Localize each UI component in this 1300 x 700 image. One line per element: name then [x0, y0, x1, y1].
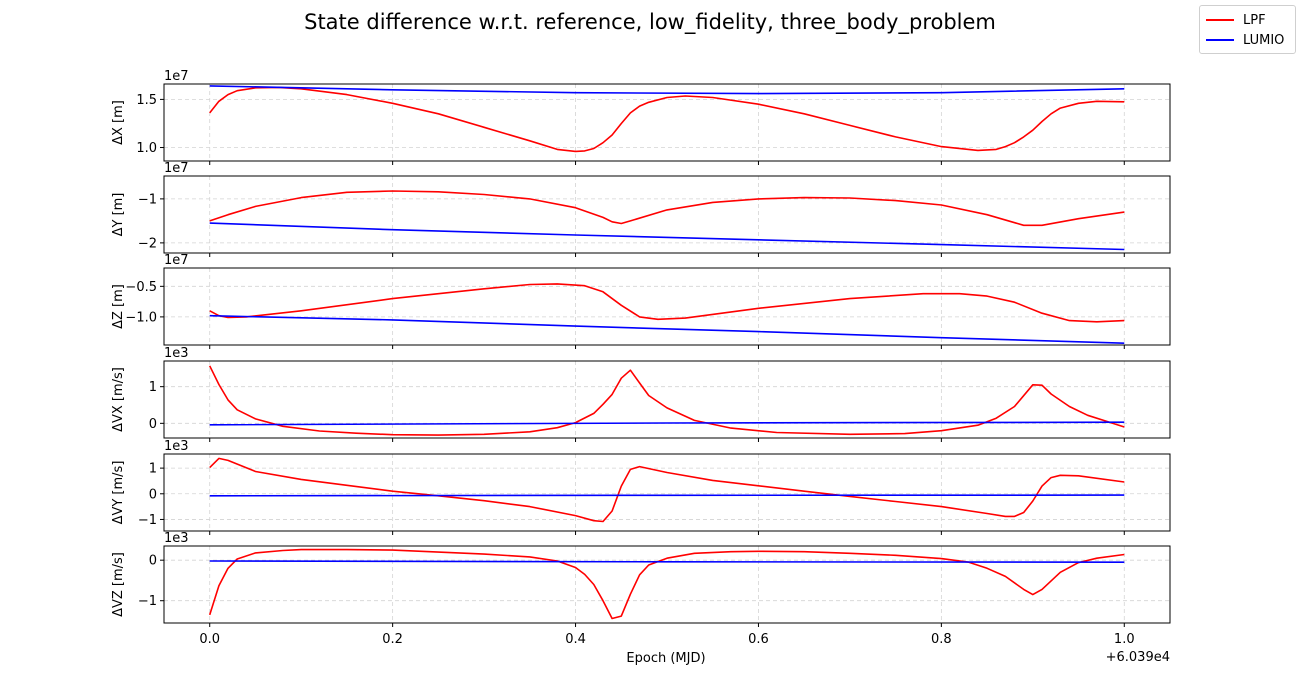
- x-axis-label: Epoch (MJD): [626, 651, 705, 666]
- panel-1-ytick-label-0: 1.0: [136, 141, 157, 156]
- panel-5-ytick-label-0: 1: [149, 462, 157, 477]
- legend-item-lumio: LUMIO: [1206, 32, 1284, 48]
- panel-1-series-lpf: [209, 86, 1125, 153]
- panel-3-ytick-label-0: −0.5: [125, 280, 157, 295]
- legend-label-lpf: LPF: [1243, 12, 1266, 28]
- panel-2-series-lumio: [209, 222, 1125, 251]
- panel-1-exponent-label: 1e7: [164, 69, 189, 84]
- panel-2-ylabel: ΔY [m]: [111, 193, 126, 237]
- panel-5-ytick-label-2: −1: [138, 513, 157, 528]
- panel-2-ytick-label-1: −2: [138, 236, 157, 251]
- panel-2-axes-frame: [163, 175, 1171, 254]
- panel-3-axes-frame: [163, 267, 1171, 346]
- panel-5-axes-frame: [163, 453, 1171, 532]
- panel-5-series-lpf: [209, 457, 1125, 523]
- panel-6-axes-frame: [163, 545, 1171, 624]
- panel-6-ylabel: ΔVZ [m/s]: [111, 552, 126, 617]
- panel-1-axes-frame: [163, 83, 1171, 162]
- panel-4-series-lpf: [208, 365, 1125, 436]
- panel-6-exponent-label: 1e3: [164, 531, 189, 546]
- legend-swatch-lpf: [1206, 19, 1234, 21]
- panel-3-ylabel: ΔZ [m]: [111, 284, 126, 329]
- panel-2-ytick-label-0: −1: [138, 192, 157, 207]
- panel-3-series-lpf: [209, 283, 1125, 323]
- panel-3-ytick-label-1: −1.0: [125, 310, 157, 325]
- panel-6-ytick-label-0: 0: [149, 554, 157, 569]
- xtick-label-1: 0.2: [382, 632, 403, 647]
- panel-6-series-lumio: [209, 560, 1125, 563]
- xtick-label-3: 0.6: [748, 632, 769, 647]
- xtick-label-4: 0.8: [931, 632, 952, 647]
- panel-4-ytick-label-1: 1: [149, 380, 157, 395]
- legend-item-lpf: LPF: [1206, 12, 1266, 28]
- panel-6-series-lpf: [208, 548, 1125, 620]
- panel-4-series-lumio: [209, 421, 1125, 426]
- panel-3-series-lumio: [209, 314, 1125, 344]
- figure-title: State difference w.r.t. reference, low_f…: [304, 10, 996, 34]
- xtick-label-0: 0.0: [199, 632, 220, 647]
- panel-5-ytick-label-1: 0: [149, 487, 157, 502]
- xtick-label-2: 0.4: [565, 632, 586, 647]
- panel-4-exponent-label: 1e3: [164, 346, 189, 361]
- panel-4-ylabel: ΔVX [m/s]: [111, 367, 126, 432]
- panel-4-axes-frame: [163, 360, 1171, 439]
- panel-3-exponent-label: 1e7: [164, 253, 189, 268]
- legend-swatch-lumio: [1206, 39, 1234, 41]
- panel-1-ylabel: ΔX [m]: [111, 100, 126, 145]
- xtick-label-5: 1.0: [1114, 632, 1135, 647]
- panel-5-series-lumio: [209, 494, 1125, 497]
- legend-label-lumio: LUMIO: [1243, 32, 1285, 48]
- x-offset-label: +6.039e4: [1106, 650, 1170, 665]
- panel-2-series-lpf: [209, 190, 1125, 227]
- panel-1-series-lumio: [209, 85, 1125, 95]
- panel-4-ytick-label-0: 0: [149, 417, 157, 432]
- panel-5-exponent-label: 1e3: [164, 439, 189, 454]
- panel-1-ytick-label-1: 1.5: [136, 93, 157, 108]
- legend: LPF LUMIO: [1199, 5, 1296, 54]
- panel-6-ytick-label-1: −1: [138, 594, 157, 609]
- panel-5-ylabel: ΔVY [m/s]: [111, 461, 126, 525]
- panel-2-exponent-label: 1e7: [164, 161, 189, 176]
